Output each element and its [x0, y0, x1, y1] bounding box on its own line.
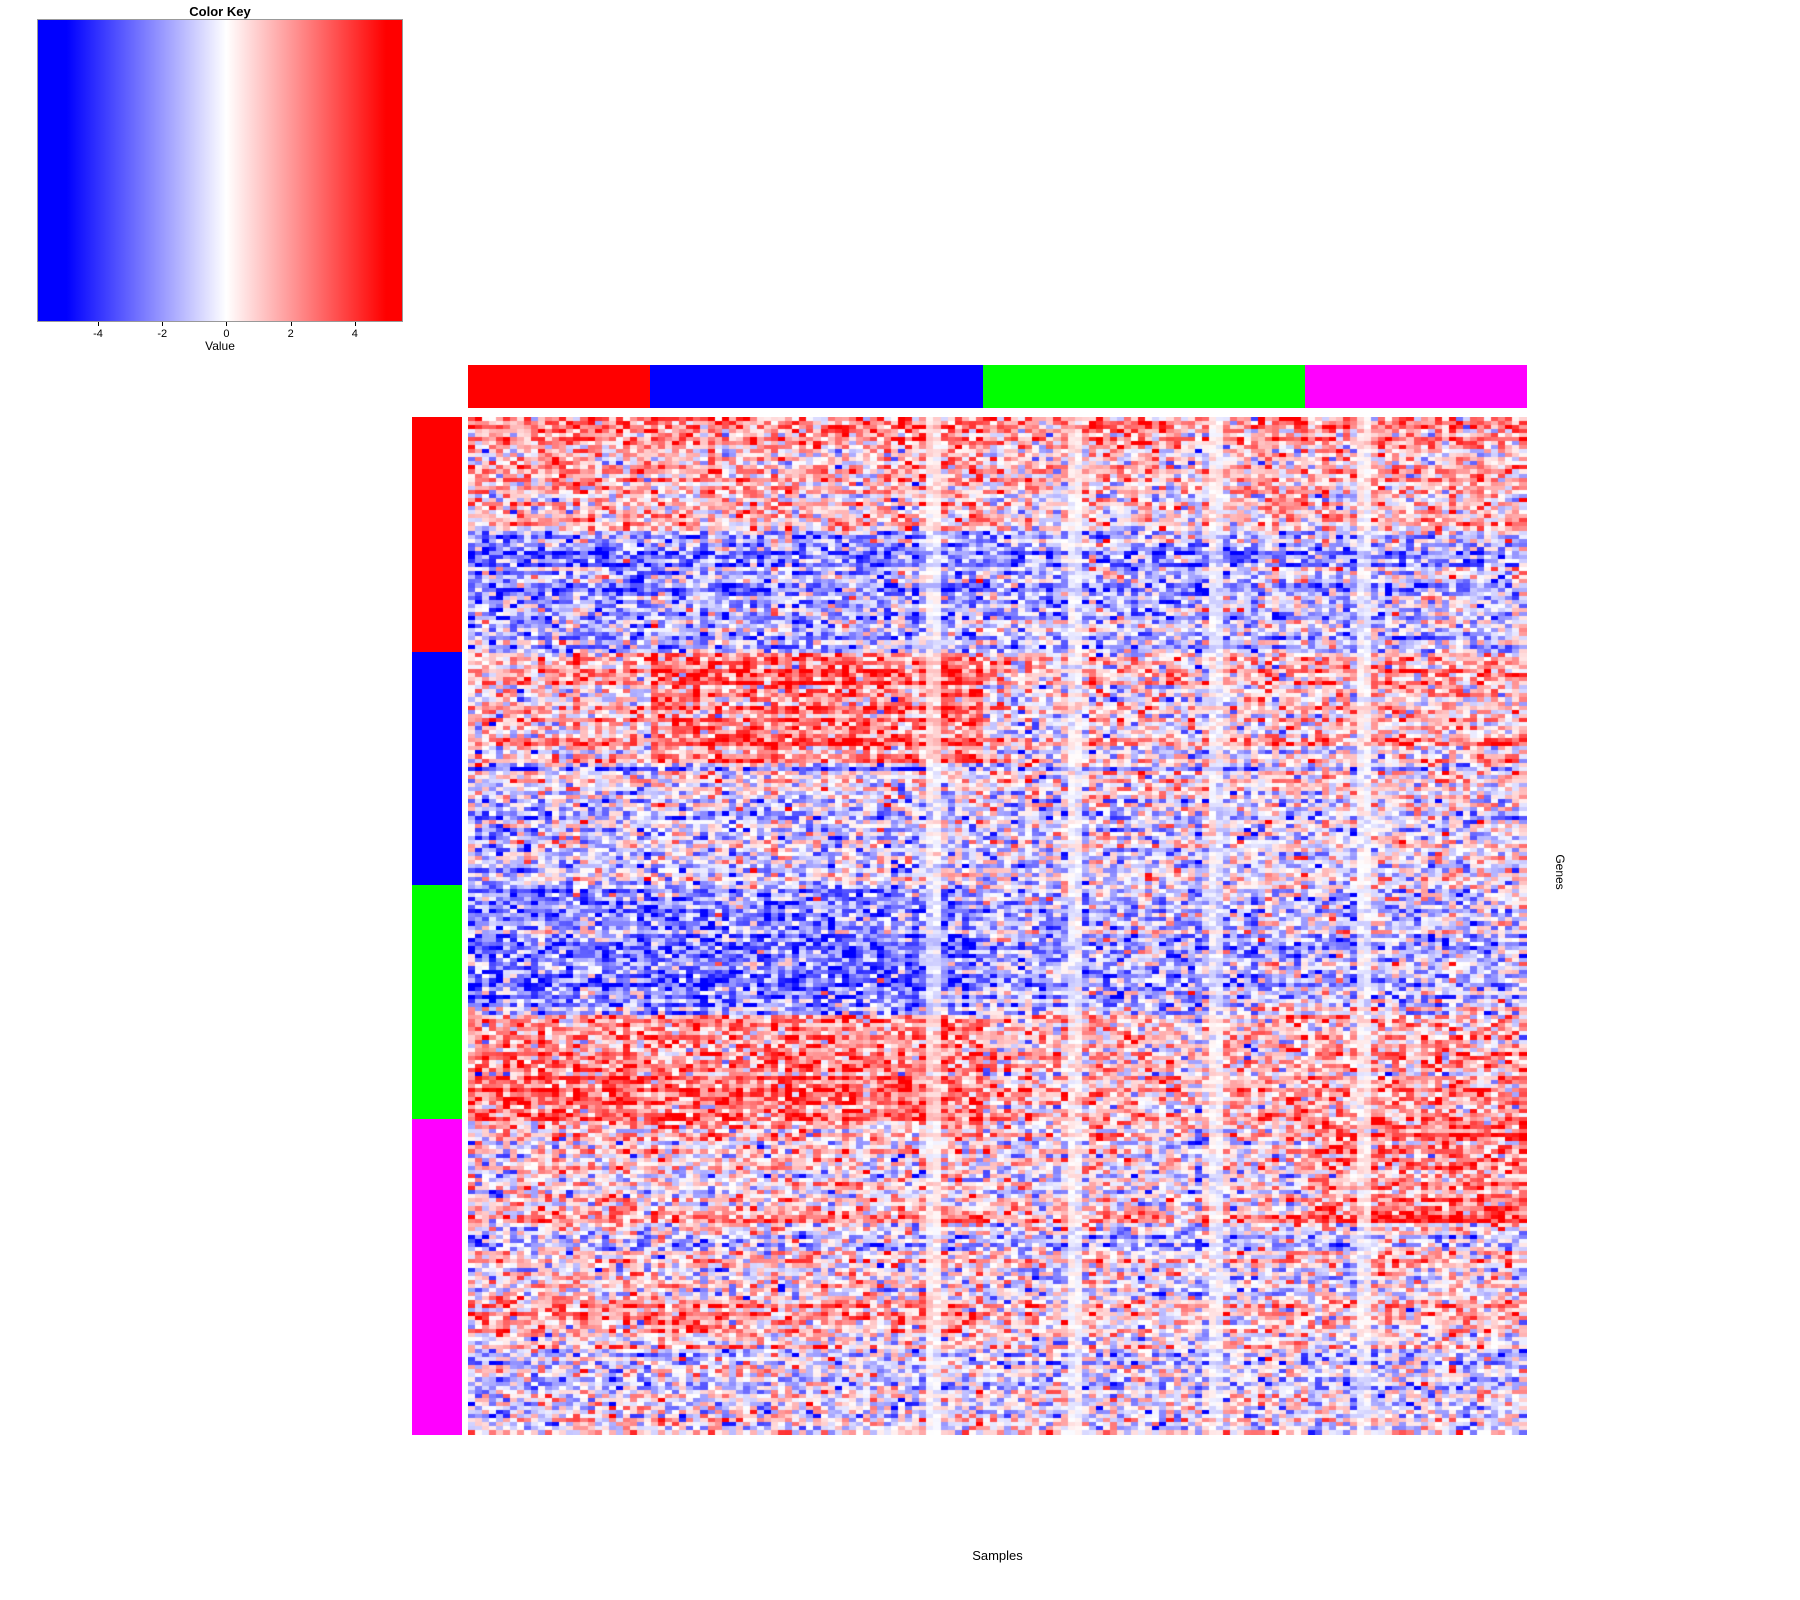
- color-key-tick-mark: [162, 322, 164, 326]
- x-axis-label: Samples: [972, 1548, 1023, 1563]
- heatmap-canvas: [468, 417, 1527, 1435]
- color-key-tick-label: 4: [351, 328, 358, 340]
- row-side-colors: [412, 417, 462, 1435]
- column-group-magenta: [1304, 365, 1527, 408]
- row-group-magenta: [412, 1119, 462, 1435]
- color-key-tick-label: -2: [157, 328, 168, 340]
- row-group-red: [412, 417, 462, 653]
- color-key: Color Key -4 -2 0 2 4 Value: [37, 2, 403, 362]
- column-group-green: [982, 365, 1305, 408]
- column-group-blue: [650, 365, 983, 408]
- color-key-tick-mark: [226, 322, 228, 326]
- color-key-axis-label: Value: [205, 339, 235, 353]
- column-side-colors: [468, 365, 1527, 408]
- color-key-tick-mark: [354, 322, 356, 326]
- color-key-title: Color Key: [189, 4, 251, 19]
- row-group-green: [412, 885, 462, 1120]
- color-key-axis: -4 -2 0 2 4: [37, 322, 403, 344]
- color-key-tick-mark: [98, 322, 99, 326]
- color-key-gradient: [37, 19, 403, 322]
- y-axis-label: Genes: [1553, 854, 1567, 890]
- color-key-tick-mark: [290, 322, 292, 326]
- color-key-tick-label: 2: [287, 328, 294, 340]
- color-key-tick-label: -4: [93, 328, 103, 340]
- row-group-blue: [412, 652, 462, 886]
- color-key-tick-label: 0: [223, 328, 230, 340]
- column-group-red: [468, 365, 651, 408]
